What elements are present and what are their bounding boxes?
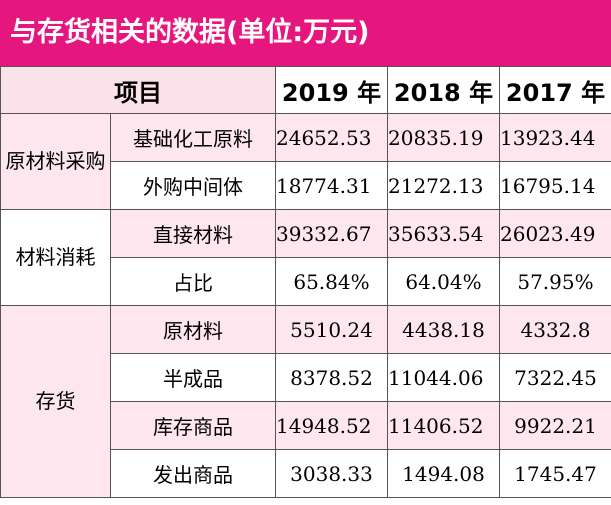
cell-value: 18774.31: [275, 161, 388, 210]
row-label: 原材料: [110, 305, 276, 354]
table-row: 外购中间体 18774.31 21272.13 16795.14: [1, 161, 611, 210]
cell-value: 11406.52: [387, 401, 500, 450]
cell-value: 21272.13: [387, 161, 500, 210]
table-row: 原材料采购 基础化工原料 24652.53 20835.19 13923.44: [0, 113, 611, 210]
cell-value: 4332.8: [499, 305, 611, 354]
table-row: 发出商品 3038.33 1494.08 1745.47: [1, 449, 611, 498]
cell-value: 13923.44: [499, 113, 611, 162]
cell-value: 57.95%: [499, 257, 611, 306]
cell-value: 5510.24: [275, 305, 388, 354]
cell-value: 1494.08: [387, 449, 500, 498]
header-item: 项目: [0, 66, 276, 114]
header-row: 项目 2019 年 2018 年 2017 年: [0, 66, 611, 114]
cell-value: 3038.33: [275, 449, 388, 498]
table-row: 占比 65.84% 64.04% 57.95%: [1, 257, 611, 306]
header-year-2017: 2017 年: [499, 66, 611, 114]
cell-value: 9922.21: [499, 401, 611, 450]
cell-value: 11044.06: [387, 353, 500, 402]
cell-value: 26023.49: [499, 209, 611, 258]
inventory-data-table: 项目 2019 年 2018 年 2017 年 原材料采购 基础化工原料 246…: [0, 66, 611, 498]
row-label: 库存商品: [110, 401, 276, 450]
cell-value: 16795.14: [499, 161, 611, 210]
table-row: 存货 原材料 5510.24 4438.18 4332.8: [0, 305, 611, 498]
row-label: 占比: [110, 257, 276, 306]
cell-value: 39332.67: [275, 209, 388, 258]
row-label: 外购中间体: [110, 161, 276, 210]
table-row: 半成品 8378.52 11044.06 7322.45: [1, 353, 611, 402]
row-label: 半成品: [110, 353, 276, 402]
cell-value: 24652.53: [275, 113, 388, 162]
cell-value: 14948.52: [275, 401, 388, 450]
row-label: 基础化工原料: [110, 113, 276, 162]
cell-value: 64.04%: [387, 257, 500, 306]
cell-value: 65.84%: [275, 257, 388, 306]
row-label: 发出商品: [110, 449, 276, 498]
header-year-2018: 2018 年: [387, 66, 500, 114]
table-title: 与存货相关的数据(单位:万元): [0, 0, 611, 66]
header-year-2019: 2019 年: [275, 66, 388, 114]
table-row: 材料消耗 直接材料 39332.67 35633.54 26023.49: [0, 209, 611, 306]
group-label-inventory: 存货: [0, 305, 111, 498]
row-label: 直接材料: [110, 209, 276, 258]
group-label-raw-material-purchase: 原材料采购: [0, 113, 111, 210]
cell-value: 8378.52: [275, 353, 388, 402]
cell-value: 20835.19: [387, 113, 500, 162]
cell-value: 4438.18: [387, 305, 500, 354]
group-label-material-consumption: 材料消耗: [0, 209, 111, 306]
cell-value: 1745.47: [499, 449, 611, 498]
cell-value: 35633.54: [387, 209, 500, 258]
cell-value: 7322.45: [499, 353, 611, 402]
